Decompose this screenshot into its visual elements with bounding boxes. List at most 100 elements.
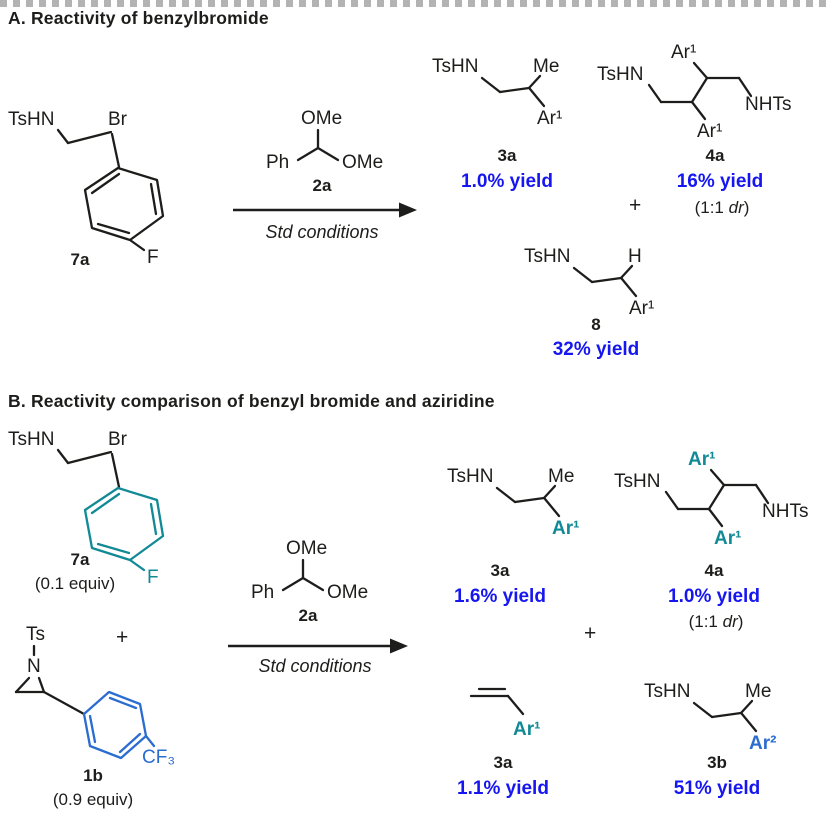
atom-label-me: Me: [745, 681, 771, 702]
atom-label-tshn: TsHN: [8, 109, 54, 130]
dr-note-4a: (1:1 dr): [677, 198, 767, 218]
atom-label-ph: Ph: [251, 582, 274, 603]
structure-2a-a: OMe Ph OMe: [266, 108, 383, 173]
compound-label-7a-b: 7a: [70, 550, 90, 569]
compound-label-2a-b: 2a: [298, 606, 318, 625]
plus-sign: +: [629, 194, 642, 217]
yield-3a: 1.0% yield: [461, 171, 553, 192]
atom-label-ome-right: OMe: [327, 582, 368, 603]
atom-label-tshn: TsHN: [447, 466, 493, 487]
atom-label-me: Me: [533, 56, 559, 77]
dashed-divider: [0, 0, 827, 7]
atom-label-me: Me: [548, 466, 574, 487]
atom-label-ome-right: OMe: [342, 152, 383, 173]
atom-label-ar1: Ar¹: [513, 719, 540, 740]
atom-label-ar1: Ar¹: [537, 108, 562, 129]
atom-label-ph: Ph: [266, 152, 289, 173]
compound-label-4a: 4a: [705, 146, 725, 165]
bond-chain: [647, 61, 753, 121]
dr-note-4a-b: (1:1 dr): [671, 612, 761, 632]
dr-italic: dr: [728, 198, 744, 217]
atom-label-ome-top: OMe: [301, 108, 342, 129]
yield-3a-b: 1.6% yield: [454, 586, 546, 607]
yield-4a-b: 1.0% yield: [668, 586, 760, 607]
atom-label-ar1: Ar¹: [629, 298, 654, 319]
structure-3a-a: TsHN Me Ar¹: [432, 56, 562, 129]
atom-label-nhts: NHTs: [745, 94, 791, 115]
atom-label-ar1-bottom: Ar¹: [714, 528, 741, 549]
bond-chain: [664, 468, 770, 528]
structure-7a-a: TsHN Br F: [8, 109, 165, 268]
structure-8: TsHN H Ar¹: [524, 246, 654, 319]
compound-label-styrene: 3a: [493, 753, 513, 772]
atom-label-tshn: TsHN: [8, 429, 54, 450]
atom-label-br: Br: [108, 109, 128, 130]
conditions-text-b: Std conditions: [258, 656, 372, 676]
bond-chain: [296, 128, 340, 162]
reaction-arrow: [233, 202, 417, 218]
structure-3a-b: TsHN Me Ar¹: [447, 466, 579, 539]
atom-label-ar2: Ar²: [749, 733, 776, 754]
atom-label-tshn: TsHN: [644, 681, 690, 702]
compound-label-2a: 2a: [312, 176, 332, 195]
compound-label-8: 8: [591, 315, 601, 334]
yield-3b: 51% yield: [673, 778, 761, 799]
structure-1b: Ts N CF₃: [14, 624, 175, 768]
equiv-7a: (0.1 equiv): [34, 574, 116, 593]
dr-pre: (1:1: [688, 612, 723, 631]
section-b-title: B. Reactivity comparison of benzyl bromi…: [8, 391, 495, 411]
atom-label-cf3: CF₃: [142, 747, 175, 768]
atom-label-ar1-bottom: Ar¹: [697, 121, 722, 142]
atom-label-nhts: NHTs: [762, 501, 808, 522]
bond-chain: [281, 558, 325, 592]
atom-label-tshn: TsHN: [597, 64, 643, 85]
bond-chain: [480, 74, 546, 108]
atom-label-tshn: TsHN: [432, 56, 478, 77]
structure-4a-a: Ar¹ TsHN NHTs Ar¹: [597, 42, 791, 142]
bond-chain: [56, 128, 121, 169]
aziridine-ring: [14, 676, 86, 716]
structure-2a-b: OMe Ph OMe: [251, 538, 368, 603]
compound-label-4a-b: 4a: [704, 561, 724, 580]
compound-label-3b: 3b: [707, 753, 727, 772]
atom-label-f: F: [147, 247, 159, 268]
dr-pre: (1:1: [694, 198, 729, 217]
equiv-1b: (0.9 equiv): [52, 790, 134, 809]
atom-label-tshn: TsHN: [614, 471, 660, 492]
atom-label-f: F: [147, 567, 159, 588]
atom-label-br: Br: [108, 429, 128, 450]
plus-sign-reactants: +: [116, 626, 129, 649]
atom-label-ar1-top: Ar¹: [688, 449, 715, 470]
bond-chain: [572, 264, 638, 298]
benzene-ring-royal: [82, 690, 156, 760]
section-a-title: A. Reactivity of benzylbromide: [8, 8, 269, 28]
compound-label-3a-b: 3a: [490, 561, 510, 580]
structure-4a-b: Ar¹ TsHN NHTs Ar¹: [614, 449, 808, 549]
bond-chain: [692, 699, 758, 733]
atom-label-h: H: [628, 246, 642, 267]
structure-7a-b: TsHN Br F: [8, 429, 165, 588]
reaction-arrow-b: [228, 638, 408, 654]
atom-label-ar1-top: Ar¹: [671, 42, 696, 63]
atom-label-ts: Ts: [26, 624, 45, 645]
yield-4a: 16% yield: [676, 171, 764, 192]
dr-post: ): [743, 198, 750, 217]
yield-styrene: 1.1% yield: [457, 778, 549, 799]
compound-label-3a: 3a: [497, 146, 517, 165]
yield-8: 32% yield: [552, 339, 640, 360]
atom-label-n: N: [27, 656, 41, 677]
vinyl-double-bond: [469, 687, 525, 716]
benzene-ring-teal: [83, 486, 165, 572]
compound-label-7a: 7a: [70, 250, 90, 269]
benzene-ring: [83, 166, 165, 252]
conditions-text: Std conditions: [265, 222, 379, 242]
bond-chain: [56, 448, 121, 489]
bond-chain: [495, 484, 561, 518]
compound-label-1b: 1b: [83, 766, 103, 785]
structure-styrene: Ar¹: [469, 687, 540, 740]
atom-label-ar1: Ar¹: [552, 518, 579, 539]
dr-italic: dr: [722, 612, 738, 631]
atom-label-ome-top: OMe: [286, 538, 327, 559]
plus-sign-products: +: [584, 622, 597, 645]
